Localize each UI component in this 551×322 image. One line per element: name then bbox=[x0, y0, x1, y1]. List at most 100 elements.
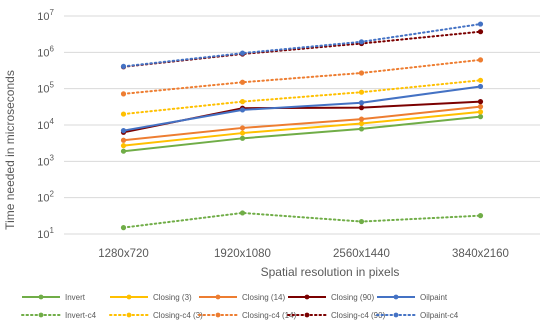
legend-marker bbox=[304, 312, 310, 318]
x-axis-title: Spatial resolution in pixels bbox=[261, 265, 400, 279]
data-point bbox=[358, 120, 365, 127]
data-point bbox=[239, 135, 246, 141]
data-point bbox=[120, 128, 127, 134]
y-tick-label: 101 bbox=[37, 226, 54, 241]
series-8 bbox=[120, 29, 484, 70]
legend-item: Closing (14) bbox=[199, 293, 285, 302]
data-point bbox=[239, 79, 246, 85]
legend-marker bbox=[215, 294, 221, 300]
data-point bbox=[239, 50, 246, 56]
data-point bbox=[477, 29, 484, 35]
y-tick-label: 106 bbox=[37, 44, 54, 59]
series-5 bbox=[120, 210, 484, 231]
legend-label: Invert-c4 bbox=[65, 311, 97, 320]
data-point bbox=[477, 104, 484, 110]
legend-label: Closing (14) bbox=[242, 293, 285, 302]
data-point bbox=[120, 111, 127, 117]
series-group bbox=[120, 21, 484, 231]
y-tick-label: 104 bbox=[37, 117, 54, 132]
legend-item: Oilpaint bbox=[377, 293, 448, 302]
legend-label: Oilpaint bbox=[420, 293, 448, 302]
legend-item: Closing (3) bbox=[110, 293, 192, 302]
data-point bbox=[477, 77, 484, 83]
x-tick-label: 1280x720 bbox=[98, 248, 149, 260]
data-point bbox=[120, 91, 127, 97]
data-point bbox=[477, 21, 484, 27]
data-point bbox=[239, 210, 246, 216]
legend-item: Closing-c4 (90) bbox=[287, 311, 386, 320]
data-point bbox=[358, 100, 365, 106]
legend-marker bbox=[215, 312, 221, 318]
data-point bbox=[477, 83, 484, 90]
y-tick-label: 107 bbox=[37, 8, 54, 23]
series-4 bbox=[120, 83, 484, 134]
legend-label: Closing-c4 (3) bbox=[153, 311, 203, 320]
legend-marker bbox=[126, 294, 132, 300]
data-point bbox=[358, 218, 365, 225]
series-7 bbox=[120, 57, 484, 97]
legend-item: Invert bbox=[22, 293, 86, 302]
data-point bbox=[120, 63, 127, 70]
data-point bbox=[239, 130, 246, 136]
series-0 bbox=[120, 114, 484, 154]
data-point bbox=[120, 148, 127, 154]
gridlines bbox=[64, 15, 540, 235]
data-point bbox=[358, 116, 365, 122]
series-line bbox=[123, 110, 481, 147]
series-line bbox=[122, 23, 482, 68]
data-point bbox=[358, 89, 365, 95]
legend-marker bbox=[38, 312, 44, 318]
series-line bbox=[122, 211, 482, 229]
legend-marker bbox=[304, 294, 310, 300]
legend-marker bbox=[38, 294, 44, 300]
data-point bbox=[120, 137, 127, 143]
legend-marker bbox=[126, 312, 132, 318]
series-line bbox=[122, 58, 482, 95]
data-point bbox=[358, 126, 365, 132]
legend-marker bbox=[393, 312, 399, 318]
legend-item: Oilpaint-c4 bbox=[376, 311, 459, 320]
data-point bbox=[477, 114, 484, 120]
series-9 bbox=[120, 21, 484, 70]
legend-item: Closing (90) bbox=[288, 293, 374, 302]
series-1 bbox=[120, 109, 484, 149]
data-point bbox=[477, 213, 484, 219]
data-point bbox=[239, 125, 246, 131]
data-point bbox=[477, 99, 484, 105]
data-point bbox=[239, 99, 246, 105]
data-point bbox=[120, 225, 127, 231]
x-axis-ticks: 1280x720 1920x1080 2560x1440 3840x2160 bbox=[98, 248, 509, 260]
legend-label: Invert bbox=[65, 293, 86, 302]
legend-item: Invert-c4 bbox=[21, 311, 97, 320]
series-6 bbox=[120, 77, 484, 117]
data-point bbox=[477, 57, 484, 63]
x-tick-label: 1920x1080 bbox=[214, 248, 271, 260]
series-line bbox=[123, 85, 481, 132]
data-point bbox=[358, 39, 365, 45]
data-point bbox=[120, 143, 127, 149]
legend-label: Closing-c4 (90) bbox=[331, 311, 386, 320]
legend-label: Closing-c4 (14) bbox=[242, 311, 297, 320]
series-2 bbox=[120, 104, 484, 143]
data-point bbox=[358, 105, 365, 111]
series-line bbox=[123, 105, 481, 142]
series-line bbox=[122, 79, 482, 116]
data-point bbox=[477, 109, 484, 115]
series-line bbox=[123, 115, 481, 153]
legend-item: Closing-c4 (14) bbox=[198, 311, 297, 320]
legend-label: Oilpaint-c4 bbox=[420, 311, 459, 320]
legend-label: Closing (90) bbox=[331, 293, 374, 302]
y-tick-label: 105 bbox=[37, 81, 54, 96]
series-line bbox=[122, 30, 482, 68]
legend: Invert Closing (3) Closing (14) Closing (90… bbox=[21, 293, 459, 320]
legend-item: Closing-c4 (3) bbox=[109, 311, 203, 320]
data-point bbox=[358, 70, 365, 76]
y-tick-label: 102 bbox=[37, 190, 54, 205]
x-tick-label: 2560x1440 bbox=[333, 248, 390, 260]
data-point bbox=[239, 107, 246, 113]
y-tick-label: 103 bbox=[37, 153, 54, 168]
legend-label: Closing (3) bbox=[153, 293, 192, 302]
y-axis-title: Time needed in microseconds bbox=[3, 70, 17, 230]
legend-marker bbox=[393, 294, 399, 300]
